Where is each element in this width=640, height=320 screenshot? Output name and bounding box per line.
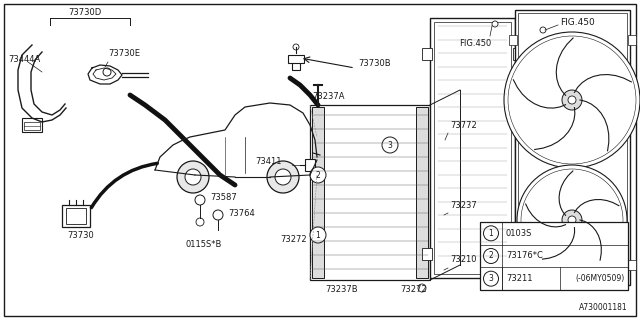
Bar (438, 137, 446, 145)
Text: 73730: 73730 (67, 231, 93, 240)
Text: 73211: 73211 (506, 274, 532, 283)
Bar (288, 55, 304, 63)
Text: 1: 1 (488, 229, 493, 238)
Text: 73411: 73411 (255, 156, 282, 165)
Circle shape (177, 161, 209, 193)
Text: 73272: 73272 (280, 235, 307, 244)
Circle shape (310, 167, 326, 183)
Bar (305, 159, 315, 171)
Bar (509, 260, 517, 270)
Bar (628, 35, 636, 45)
Circle shape (293, 44, 299, 50)
Circle shape (275, 169, 291, 185)
Circle shape (483, 271, 499, 286)
Bar (518, 13, 627, 282)
Bar (513, 48, 523, 60)
Text: 3: 3 (488, 274, 493, 283)
Circle shape (517, 165, 627, 275)
Bar (24, 122, 40, 130)
Circle shape (562, 90, 582, 110)
Text: 3: 3 (388, 140, 392, 149)
Text: 0103S: 0103S (506, 229, 532, 238)
Text: 73772: 73772 (450, 121, 477, 130)
Text: 73730E: 73730E (108, 49, 140, 58)
Text: 73272: 73272 (400, 285, 427, 294)
Text: (-06MY0509): (-06MY0509) (576, 274, 625, 283)
Bar (628, 260, 636, 270)
Text: 73176*C: 73176*C (506, 252, 543, 260)
Circle shape (103, 68, 111, 76)
Text: 73237A: 73237A (312, 92, 344, 101)
Text: FIG.450: FIG.450 (459, 38, 491, 47)
Circle shape (310, 227, 326, 243)
Circle shape (504, 32, 640, 168)
Text: 73587: 73587 (210, 194, 237, 203)
Circle shape (568, 216, 576, 224)
Bar (292, 58, 300, 70)
Bar (422, 48, 432, 60)
Circle shape (213, 210, 223, 220)
Text: 73730B: 73730B (358, 60, 390, 68)
Bar (480, 222, 628, 290)
Circle shape (196, 218, 204, 226)
Bar (66, 208, 86, 224)
Bar (422, 248, 432, 260)
Circle shape (483, 226, 499, 241)
Circle shape (492, 21, 498, 27)
Bar (434, 22, 511, 274)
Bar (312, 107, 324, 278)
Circle shape (483, 249, 499, 263)
Bar (430, 18, 515, 278)
Circle shape (540, 27, 546, 33)
Bar (509, 35, 517, 45)
Circle shape (195, 195, 205, 205)
Circle shape (568, 96, 576, 104)
Text: 2: 2 (316, 171, 321, 180)
Text: 73210: 73210 (450, 255, 477, 265)
Text: 73444A: 73444A (8, 55, 40, 64)
Text: 73730D: 73730D (68, 8, 102, 17)
Text: 0115S*B: 0115S*B (185, 240, 221, 249)
Bar (416, 107, 428, 278)
Text: 73764: 73764 (228, 209, 255, 218)
Text: 1: 1 (316, 230, 321, 239)
Bar (22, 118, 42, 132)
Text: 73237B: 73237B (325, 285, 358, 294)
Circle shape (185, 169, 201, 185)
Bar (515, 10, 630, 285)
Text: FIG.450: FIG.450 (560, 18, 595, 27)
Circle shape (267, 161, 299, 193)
Bar (310, 105, 430, 280)
Circle shape (418, 284, 426, 292)
Text: 2: 2 (488, 252, 493, 260)
Circle shape (382, 137, 398, 153)
Text: 73237: 73237 (450, 201, 477, 210)
Bar (513, 248, 523, 260)
Text: A730001181: A730001181 (579, 303, 628, 312)
Bar (62, 205, 90, 227)
Circle shape (562, 210, 582, 230)
